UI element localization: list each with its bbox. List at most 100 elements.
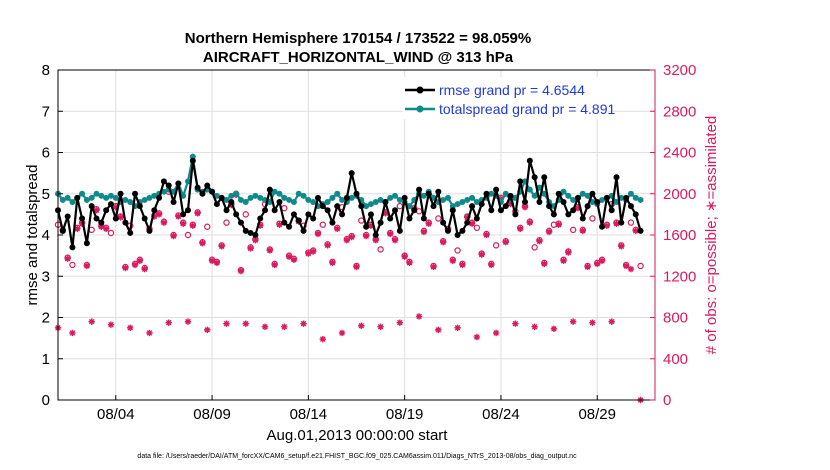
totalspread-point [107, 192, 114, 199]
rmse-point [343, 194, 350, 201]
obs-assimilated-point [329, 259, 336, 267]
obs-assimilated-point [213, 259, 221, 267]
totalspread-point [454, 201, 461, 208]
rmse-point [281, 219, 288, 226]
rmse-point [175, 180, 182, 187]
totalspread-point [464, 196, 471, 203]
obs-assimilated-point [507, 200, 514, 208]
rmse-point [59, 227, 66, 234]
obs-assimilated-point [276, 221, 283, 228]
totalspread-point [189, 153, 196, 160]
rmse-point [550, 211, 557, 218]
totalspread-point [281, 194, 288, 201]
right-axis-label: # of obs: o=possible; ∗=assimilated [703, 116, 720, 355]
x-tick-label: 08/14 [290, 406, 328, 423]
left-tick-label: 3 [42, 268, 50, 285]
obs-assimilated-point [618, 243, 625, 250]
rmse-point [146, 227, 153, 234]
totalspread-point [459, 199, 466, 205]
obs-assimilated-point [237, 267, 245, 275]
obs-assimilated-point [112, 203, 119, 211]
rmse-point [141, 215, 148, 222]
rmse-point [560, 199, 567, 205]
rmse-point [637, 227, 644, 234]
obs-possible-point [492, 242, 500, 249]
rmse-point [449, 207, 456, 214]
obs-assimilated-point [175, 213, 182, 220]
totalspread-point [579, 190, 586, 197]
obs-possible-point [319, 221, 326, 228]
rmse-point [136, 203, 143, 210]
obs-assimilated-point [122, 264, 129, 272]
left-tick-label: 8 [42, 62, 50, 79]
obs-assimilated-point [362, 232, 370, 240]
totalspread-point [146, 194, 153, 201]
rmse-point [603, 194, 610, 201]
obs-assimilated-point [64, 255, 71, 262]
rmse-point [324, 207, 331, 214]
obs-assimilated-point [391, 236, 399, 244]
obs-assimilated-point [488, 261, 495, 269]
rmse-point [266, 186, 273, 193]
totalspread-point [324, 199, 331, 205]
obs-assimilated-point [252, 236, 259, 244]
totalspread-point [420, 192, 427, 199]
rmse-point [522, 199, 529, 205]
obs-assimilated-point [131, 261, 139, 269]
rmse-point [170, 199, 177, 205]
chart-title-line2: AIRCRAFT_HORIZONTAL_WIND @ 313 hPa [203, 49, 514, 66]
rmse-point [574, 194, 581, 201]
rmse-point [348, 170, 355, 177]
obs-assimilated-point [425, 220, 432, 227]
totalspread-point [127, 199, 134, 205]
obs-assimilated-point [377, 323, 384, 330]
obs-assimilated-point [74, 225, 81, 233]
obs-assimilated-point [93, 207, 100, 214]
obs-assimilated-point [343, 236, 351, 244]
obs-assimilated-point [117, 214, 124, 221]
obs-assimilated-point [603, 222, 611, 229]
obs-assimilated-point [281, 323, 288, 330]
totalspread-point [632, 194, 639, 201]
rmse-point [377, 219, 384, 226]
rmse-point [497, 207, 504, 214]
right-tick-label: 400 [663, 351, 688, 368]
obs-assimilated-point [141, 265, 148, 273]
obs-assimilated-point [194, 210, 201, 217]
rmse-point [613, 174, 620, 181]
rmse-point [339, 211, 346, 218]
totalspread-point [247, 194, 254, 201]
obs-assimilated-point [271, 261, 278, 269]
obs-possible-point [589, 215, 596, 222]
totalspread-point [237, 196, 244, 203]
x-axis-label: Aug.01,2013 00:00:00 start [267, 427, 449, 444]
rmse-point [526, 157, 533, 164]
obs-assimilated-point [184, 318, 192, 325]
rmse-point [555, 190, 562, 197]
right-tick-label: 0 [663, 392, 671, 409]
totalspread-point [449, 203, 456, 210]
rmse-point [237, 219, 244, 226]
obs-possible-point [396, 202, 404, 210]
rmse-point [122, 219, 129, 226]
rmse-point [579, 215, 586, 222]
totalspread-point [276, 190, 283, 197]
totalspread-point [295, 190, 302, 197]
rmse-point [83, 240, 90, 247]
obs-assimilated-point [218, 243, 225, 250]
obs-assimilated-point [127, 324, 134, 332]
rmse-point [184, 207, 191, 214]
totalspread-point [59, 196, 66, 203]
obs-assimilated-point [492, 329, 500, 337]
rmse-point [247, 229, 254, 236]
totalspread-point [223, 196, 230, 203]
obs-assimilated-point [290, 256, 298, 263]
rmse-point [242, 227, 249, 234]
obs-assimilated-point [512, 320, 519, 327]
right-tick-label: 2800 [663, 103, 696, 120]
rmse-point [358, 203, 365, 210]
rmse-point [334, 203, 341, 210]
rmse-point [618, 219, 625, 226]
obs-assimilated-point [151, 213, 158, 220]
